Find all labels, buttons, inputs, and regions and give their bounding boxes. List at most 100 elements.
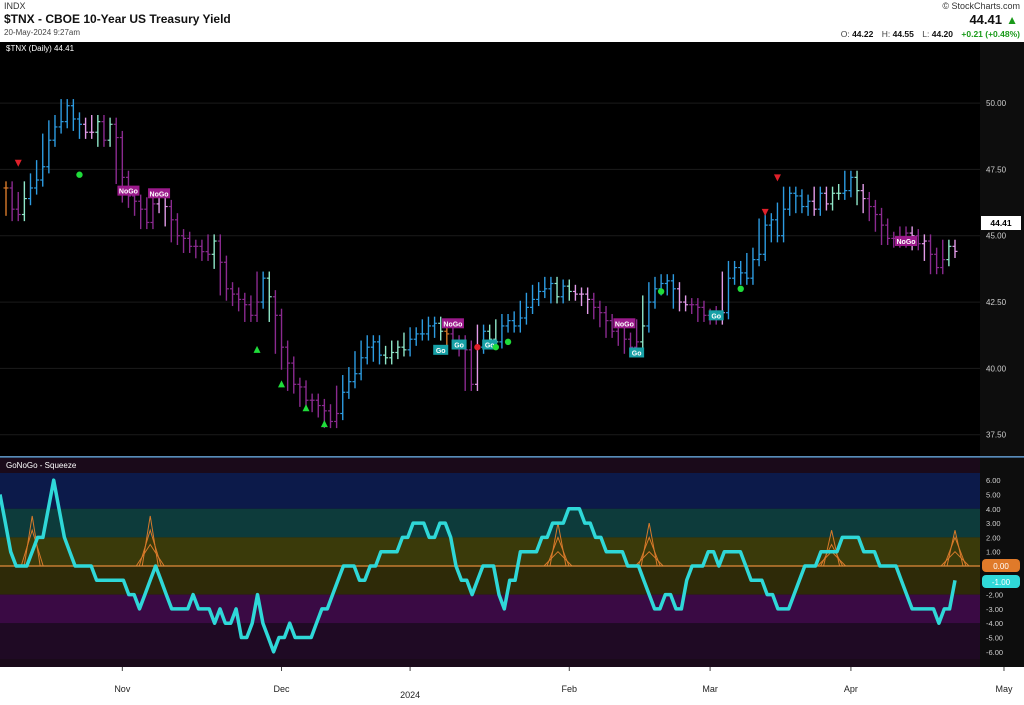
- signal-label: NoGo: [615, 321, 634, 328]
- price-bar: [334, 385, 340, 429]
- price-bar: [107, 117, 113, 147]
- oscillator-tick-label: 2.00: [986, 533, 1001, 542]
- price-bar: [542, 276, 548, 299]
- price-bar: [591, 292, 597, 320]
- signal-markers: NoGo NoGo Go NoGo Go Go NoGo Go Go NoGo: [14, 159, 918, 428]
- price-bar: [701, 300, 707, 322]
- price-bar: [756, 218, 762, 267]
- price-bar: [934, 247, 940, 275]
- signal-box: [895, 236, 918, 247]
- price-bar: [499, 314, 505, 349]
- price-bar: [530, 284, 536, 315]
- brand-label[interactable]: © StockCharts.com: [942, 1, 1020, 11]
- squeeze-triangle: [940, 530, 970, 567]
- oscillator-legend: GoNoGo - Squeeze: [6, 461, 77, 470]
- bullish-triangle: [302, 404, 310, 412]
- price-bar: [787, 186, 793, 216]
- chart-canvas: 50.00 47.50 45.00 42.50 40.00 37.50 6.00 5.00 4…: [0, 42, 1024, 705]
- price-tick-label: 40.00: [986, 364, 1007, 373]
- signal-box: [433, 344, 449, 355]
- price-bar: [309, 393, 315, 413]
- oscillator-tick-label: -4.00: [986, 619, 1003, 628]
- price-bar: [560, 279, 566, 304]
- high-label: H:: [881, 29, 891, 39]
- price-bar: [811, 186, 817, 216]
- high-value: 44.55: [892, 29, 914, 39]
- date-tick-label: Feb: [562, 684, 578, 694]
- price-bar: [738, 260, 744, 285]
- ohlc-readout: O: 44.22 H: 44.55 L: 44.20 +0.21 (+0.48%…: [841, 29, 1020, 39]
- price-bar: [603, 306, 609, 338]
- price-bar: [3, 181, 9, 216]
- price-bar: [248, 295, 254, 322]
- signal-label: Go: [485, 343, 495, 350]
- price-bar: [70, 99, 76, 131]
- price-bar: [138, 194, 144, 230]
- price-bar: [432, 316, 438, 338]
- price-bar: [885, 218, 891, 246]
- price-bar: [303, 380, 309, 407]
- price-bar: [952, 239, 958, 259]
- price-bar: [413, 327, 419, 346]
- price-bar: [468, 340, 474, 391]
- price-bar: [744, 252, 750, 285]
- price-tick-label: 37.50: [986, 431, 1007, 440]
- price-bar: [76, 112, 82, 139]
- price-tick-label: 45.00: [986, 232, 1007, 241]
- price-bar: [689, 298, 695, 315]
- price-bar: [940, 239, 946, 275]
- last-price-tag: [981, 216, 1021, 230]
- price-bar: [260, 271, 266, 309]
- bearish-triangle: [14, 159, 22, 167]
- signal-dot: [492, 343, 500, 351]
- price-bar: [9, 181, 15, 222]
- price-tick-label: 42.50: [986, 298, 1007, 307]
- signal-label: NoGo: [443, 321, 462, 328]
- price-bar: [211, 234, 217, 269]
- price-bar: [315, 393, 321, 418]
- price-bar: [346, 367, 352, 399]
- signal-label: Go: [632, 350, 642, 357]
- chart-title: $TNX - CBOE 10-Year US Treasury Yield: [4, 12, 231, 26]
- low-value: 44.20: [931, 29, 954, 39]
- change-value: +0.21 (+0.48%): [961, 29, 1020, 39]
- price-bar: [181, 229, 187, 253]
- signal-dot: [76, 171, 83, 178]
- price-bar: [523, 292, 529, 325]
- price-bar: [915, 229, 921, 251]
- zero-tag-label: 0.00: [993, 562, 1009, 571]
- price-bar: [517, 300, 523, 333]
- signal-label: NoGo: [896, 239, 915, 246]
- signal-box: [482, 339, 498, 350]
- price-bar: [95, 115, 101, 147]
- price-bar: [579, 287, 585, 307]
- price-bar: [536, 282, 542, 307]
- squeeze-triangle: [634, 522, 664, 567]
- price-bar: [646, 282, 652, 333]
- price-bar: [836, 183, 842, 200]
- signal-box: [148, 188, 171, 199]
- panel-separator: [0, 456, 1024, 458]
- oscillator-line: [0, 478, 957, 654]
- price-bar: [817, 186, 823, 216]
- signal-label: Go: [454, 343, 464, 350]
- price-bar: [609, 314, 615, 338]
- signal-label: Go: [436, 348, 446, 355]
- signal-label: NoGo: [119, 189, 138, 196]
- price-bar: [725, 260, 731, 320]
- price-bar: [395, 340, 401, 360]
- oscillator-tick-label: -2.00: [986, 591, 1003, 600]
- oscillator-tick-label: 4.00: [986, 505, 1001, 514]
- signal-box: [451, 339, 467, 350]
- low-label: L:: [922, 29, 930, 39]
- price-bar: [830, 186, 836, 211]
- signal-box: [613, 318, 636, 329]
- price-bar: [168, 199, 174, 243]
- price-bar: [762, 213, 768, 261]
- price-bar: [921, 234, 927, 261]
- bullish-triangle: [320, 420, 328, 428]
- price-bar: [750, 247, 756, 285]
- date-axis: [0, 667, 1024, 705]
- oscillator-tick-label: 5.00: [986, 490, 1001, 499]
- price-bar: [389, 340, 395, 365]
